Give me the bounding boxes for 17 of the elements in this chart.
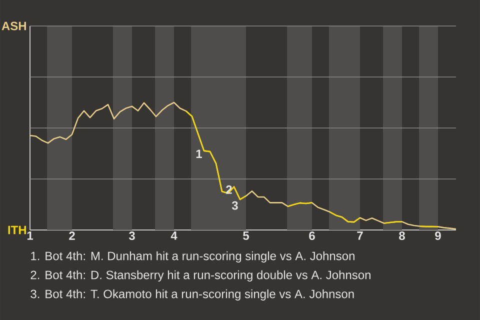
- annotation: 1: [196, 150, 202, 158]
- x-tick-label: 3: [128, 232, 135, 240]
- annotation: 3: [232, 201, 238, 210]
- x-tick-label: 2: [69, 232, 75, 240]
- x-tick-label: 9: [435, 232, 441, 240]
- x-tick-label: 6: [309, 232, 315, 240]
- x-tick-label: 4: [170, 232, 178, 240]
- text: ITH: [8, 226, 26, 234]
- text: 3. Bot 4th: T. Okamoto hit a run-scoring single vs A. Johnson: [30, 289, 354, 301]
- text: 2. Bot 4th: D. Stansberry hit a run-scoring double vs A. Johnson: [30, 270, 370, 282]
- text: ASH: [2, 22, 26, 30]
- x-tick-label: 1: [27, 232, 34, 240]
- x-tick-label: 5: [243, 232, 249, 240]
- annotation: 2: [226, 185, 232, 194]
- x-tick-label: 8: [399, 232, 405, 240]
- text: 1. Bot 4th: M. Dunham hit a run-scoring single vs A. Johnson: [31, 251, 354, 263]
- x-tick-label: 7: [357, 232, 363, 240]
